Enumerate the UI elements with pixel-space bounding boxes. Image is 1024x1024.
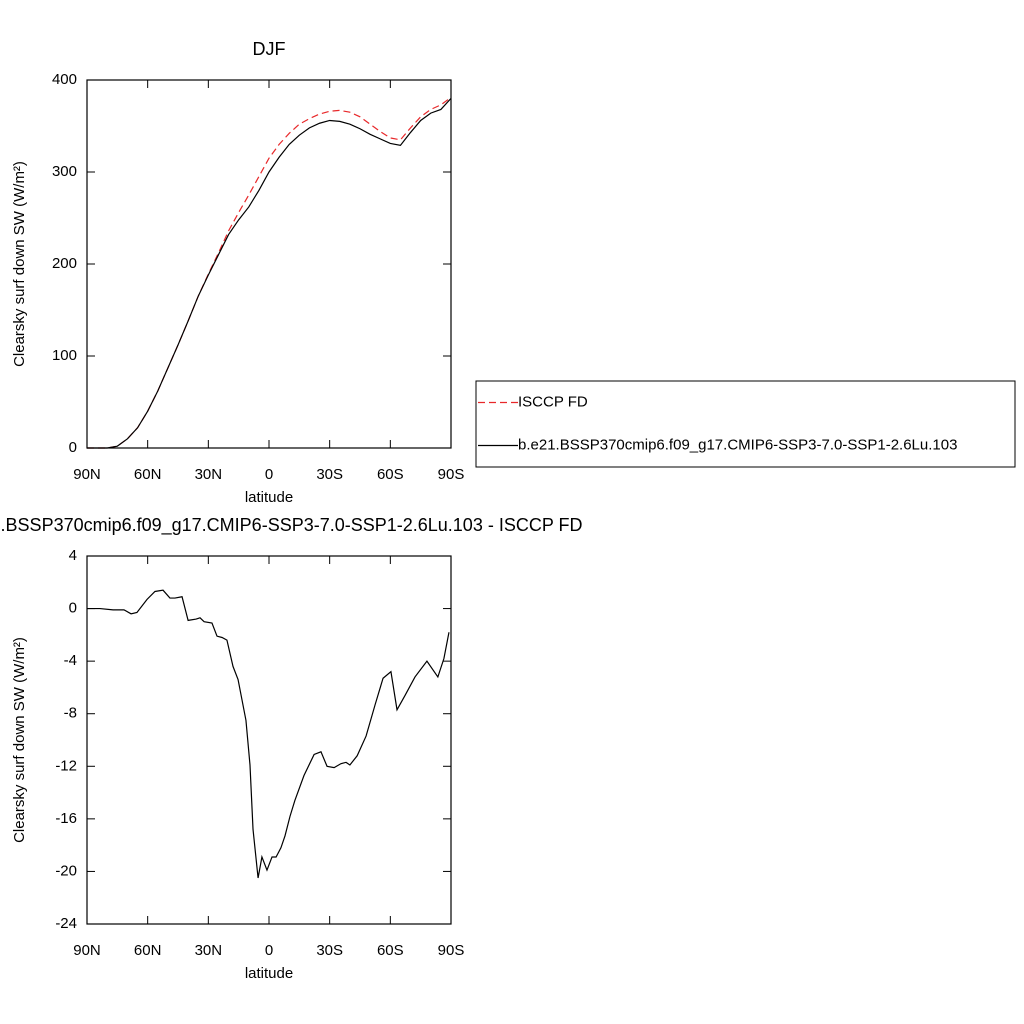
y-tick-label: 0: [69, 600, 77, 617]
x-tick-label: 90S: [438, 942, 465, 959]
plot-frame: [86, 555, 452, 925]
plot-frame: [86, 79, 452, 449]
legend-label: ISCCP FD: [518, 393, 588, 410]
y-axis-label: Clearsky surf down SW (W/m²): [11, 637, 28, 843]
y-tick-label: 0: [69, 439, 77, 456]
x-tick-label: 60N: [134, 466, 162, 483]
y-tick-label: -20: [55, 862, 77, 879]
y-axis-label: Clearsky surf down SW (W/m²): [11, 161, 28, 367]
y-tick-label: 200: [52, 255, 77, 272]
chart-title: DJF: [253, 39, 286, 59]
y-tick-label: 300: [52, 163, 77, 180]
x-tick-label: 0: [265, 466, 273, 483]
data-line: [87, 589, 450, 879]
y-tick-label: -16: [55, 810, 77, 827]
x-axis-label: latitude: [245, 965, 293, 982]
y-tick-label: 400: [52, 71, 77, 88]
x-tick-label: 30S: [316, 942, 343, 959]
x-tick-label: 60N: [134, 942, 162, 959]
x-tick-label: 0: [265, 942, 273, 959]
y-tick-label: -24: [55, 915, 77, 932]
x-tick-label: 60S: [377, 942, 404, 959]
x-tick-label: 90N: [73, 466, 101, 483]
chart-title: b.e21.BSSP370cmip6.f09_g17.CMIP6-SSP3-7.…: [0, 515, 583, 536]
x-tick-label: 30N: [195, 942, 223, 959]
y-tick-label: -4: [64, 652, 77, 669]
x-tick-label: 30S: [316, 466, 343, 483]
y-tick-label: -12: [55, 757, 77, 774]
x-axis-label: latitude: [245, 489, 293, 506]
data-line: [87, 97, 452, 449]
x-tick-label: 90N: [73, 942, 101, 959]
x-tick-label: 30N: [195, 466, 223, 483]
x-tick-label: 60S: [377, 466, 404, 483]
data-line: [87, 96, 452, 449]
y-tick-label: -8: [64, 705, 77, 722]
y-tick-label: 4: [69, 547, 77, 564]
x-tick-label: 90S: [438, 466, 465, 483]
legend-box: [475, 380, 1016, 468]
legend-label: b.e21.BSSP370cmip6.f09_g17.CMIP6-SSP3-7.…: [518, 436, 957, 453]
y-tick-label: 100: [52, 347, 77, 364]
